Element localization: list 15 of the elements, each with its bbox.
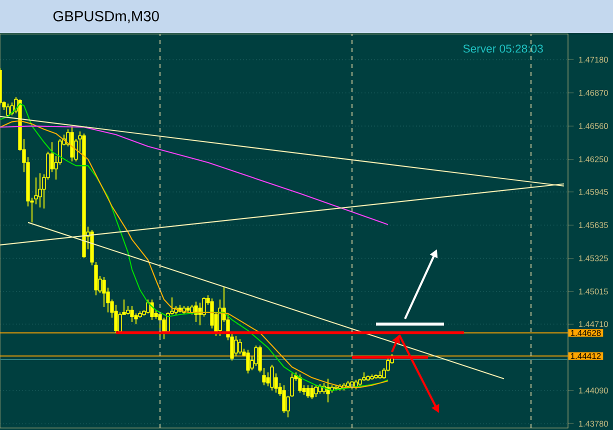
- y-tick-label: 1.46250: [579, 156, 608, 162]
- y-tick-label: 1.45015: [579, 288, 608, 294]
- y-tick-label: 1.45635: [579, 222, 608, 228]
- y-tick-label: 1.45945: [579, 188, 608, 195]
- ref-line-label: 1.44628: [570, 330, 601, 336]
- y-tick-label: 1.47180: [579, 56, 608, 63]
- y-tick-label: 1.46560: [579, 123, 608, 130]
- annotation: Server 05:28:03: [463, 44, 543, 53]
- chart-title: GBPUSDm,M30: [53, 10, 159, 24]
- y-tick-label: 1.46870: [579, 90, 608, 96]
- y-tick-label: 1.44090: [579, 388, 608, 394]
- ref-line-label: 1.44412: [570, 353, 601, 360]
- y-tick-label: 1.44710: [579, 321, 608, 328]
- y-tick-label: 1.43780: [579, 420, 608, 427]
- y-tick-label: 1.45325: [579, 255, 608, 262]
